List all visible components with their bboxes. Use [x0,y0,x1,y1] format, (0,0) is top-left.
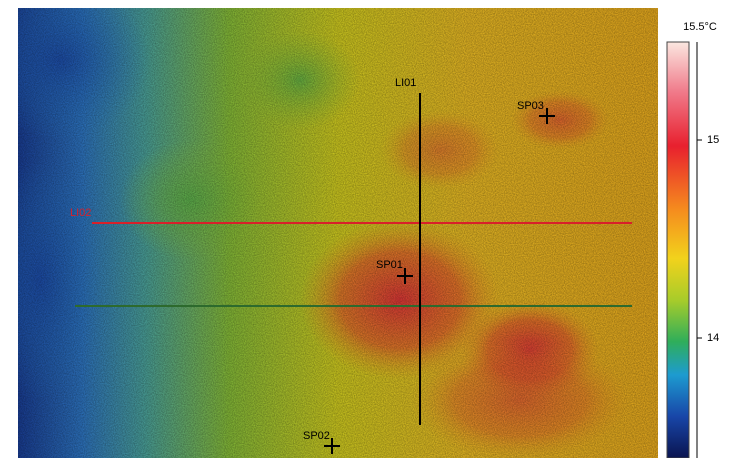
colorbar-max-label: 15.5°C [683,21,717,33]
thermal-viewer: LI01 LI02 SP01 SP02 SP03 15.5°C 15 14 [0,0,742,458]
thermal-image: LI01 LI02 SP01 SP02 SP03 [0,0,658,458]
colorbar: 15.5°C 15 14 [667,21,719,458]
colorbar-tick-label: 15 [707,134,719,146]
line-label: LI02 [70,207,91,219]
spot-label: SP01 [376,259,403,271]
line-label: LI01 [395,77,416,89]
colorbar-gradient [667,42,689,458]
spot-label: SP02 [303,430,330,442]
image-texture [18,8,658,458]
spot-label: SP03 [517,100,544,112]
colorbar-tick-label: 14 [707,332,719,344]
page: LI01 LI02 SP01 SP02 SP03 15.5°C 15 14 ((… [0,0,742,458]
